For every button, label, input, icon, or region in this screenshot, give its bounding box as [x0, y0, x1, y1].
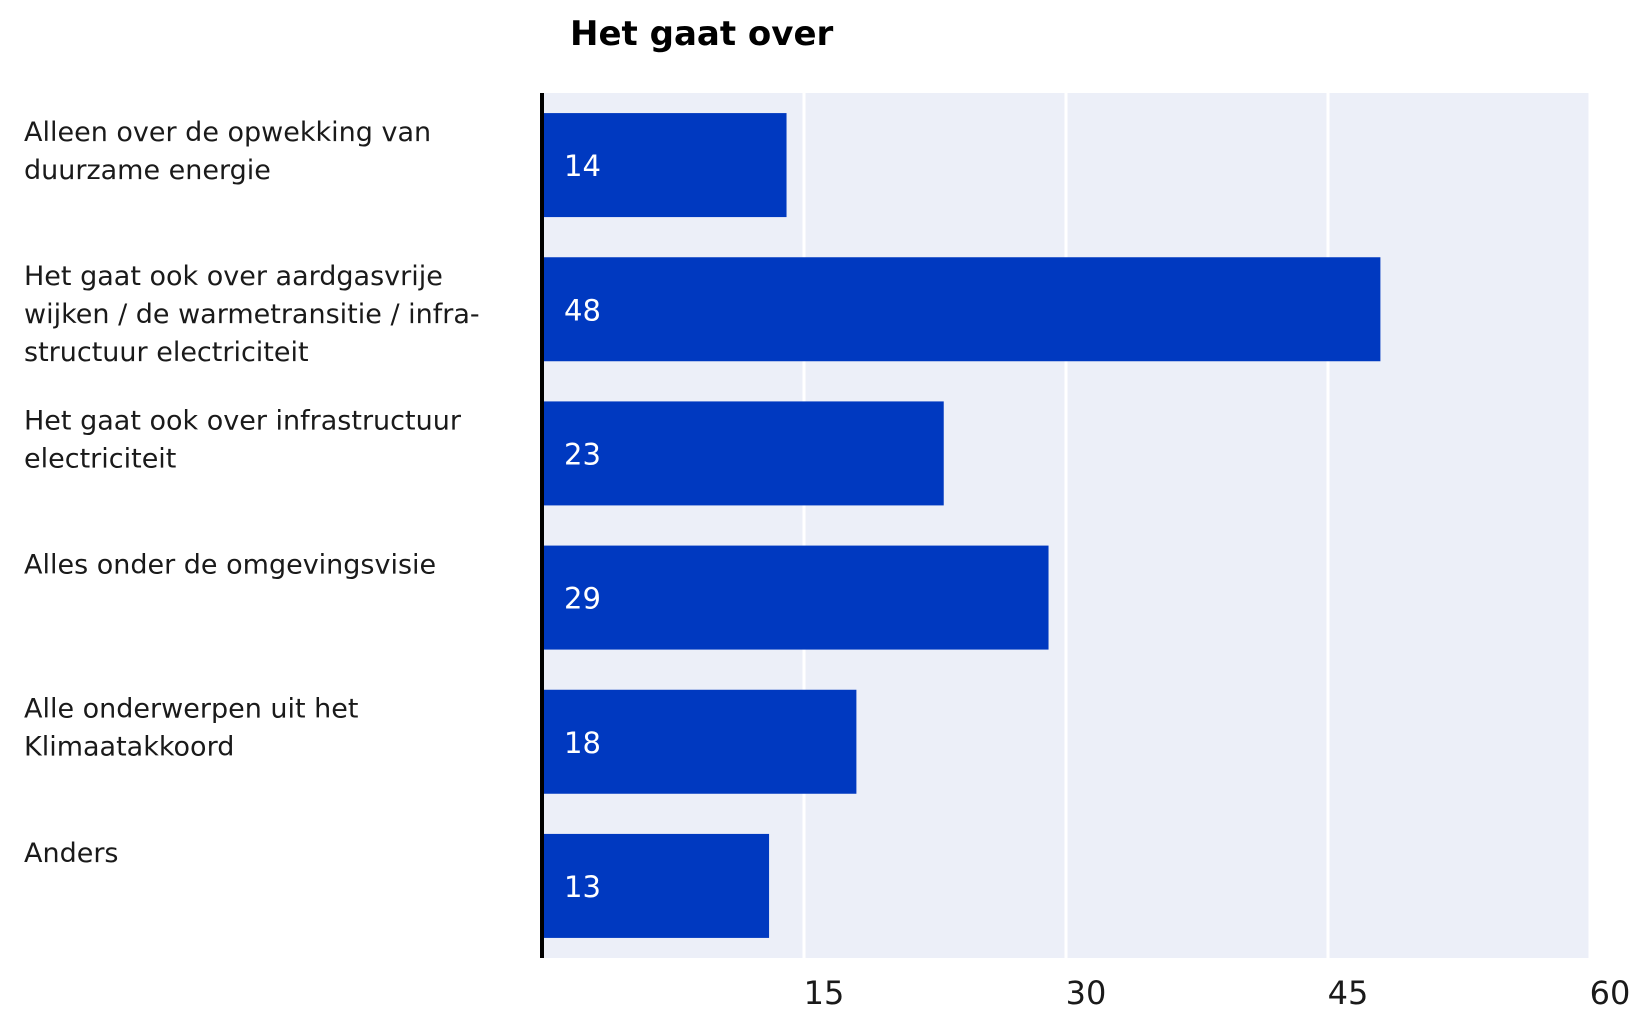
gridlines — [802, 93, 1592, 958]
bar-5 — [542, 833, 770, 938]
bar-data-label-2: 23 — [564, 437, 601, 471]
x-tick-label-15: 15 — [804, 974, 845, 1012]
bar-data-label-5: 13 — [564, 870, 601, 904]
bar-data-label-4: 18 — [564, 726, 601, 760]
x-tick-label-45: 45 — [1328, 974, 1369, 1012]
bar-data-labels: 14 48 23 29 18 13 — [564, 149, 601, 904]
x-tick-labels: 15 30 45 60 — [804, 974, 1630, 1012]
bars — [542, 113, 1381, 938]
bar-data-label-3: 29 — [564, 582, 601, 616]
bar-data-label-1: 48 — [564, 293, 601, 327]
category-labels: Alleen over de opwekking van duurzame ene… — [24, 117, 480, 869]
x-tick-label-30: 30 — [1066, 974, 1107, 1012]
category-label-1: Het gaat ook over aardgasvrije wijken / d… — [24, 261, 480, 368]
category-label-5: Anders — [24, 838, 119, 869]
bar-3 — [542, 545, 1049, 650]
bar-0 — [542, 113, 787, 218]
category-label-4: Alle onderwerpen uit het Klimaatakkoord — [24, 694, 358, 763]
bar-1 — [542, 257, 1381, 362]
bar-data-label-0: 14 — [564, 149, 601, 183]
bar-2 — [542, 401, 944, 506]
chart-title: Het gaat over — [570, 14, 834, 54]
x-tick-label-60: 60 — [1590, 974, 1630, 1012]
category-label-2: Het gaat ook over infrastructuur electric… — [24, 405, 462, 474]
category-label-3: Alles onder de omgevingsvisie — [24, 550, 436, 581]
bar-4 — [542, 689, 857, 794]
category-label-0: Alleen over de opwekking van duurzame ene… — [24, 117, 431, 186]
